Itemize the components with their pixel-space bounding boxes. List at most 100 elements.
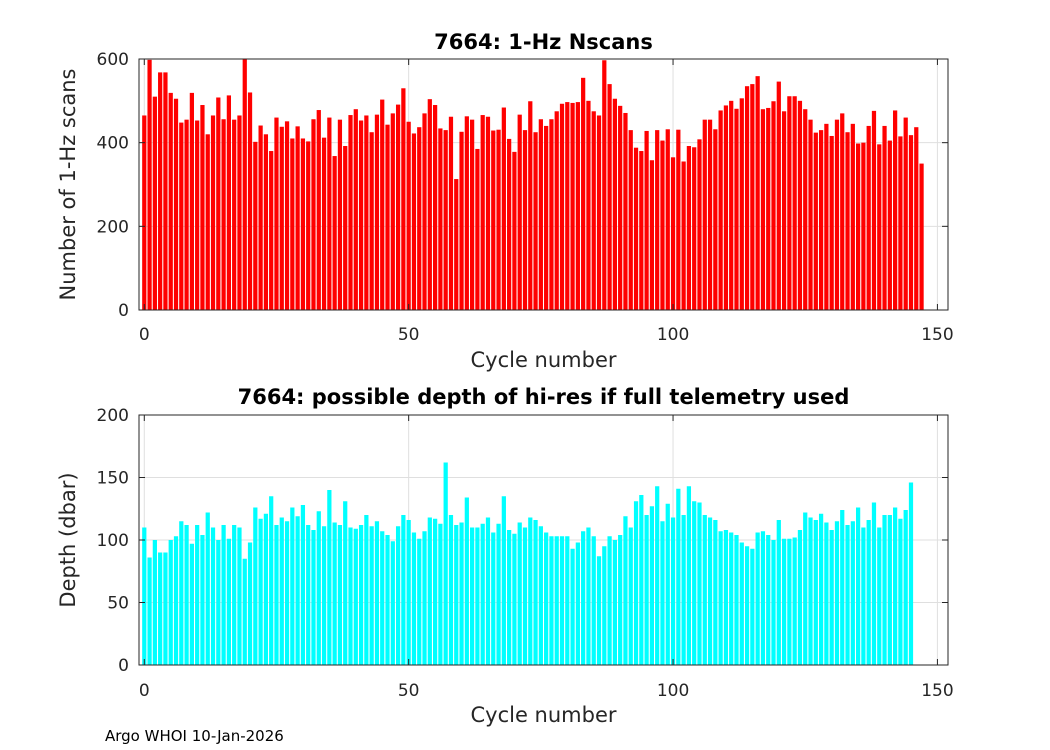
bar: [565, 536, 570, 665]
bar: [290, 138, 295, 310]
bar: [787, 538, 792, 665]
bar: [623, 516, 628, 665]
bar: [840, 113, 845, 310]
chart-title: 7664: possible depth of hi-res if full t…: [238, 385, 850, 409]
bar: [903, 117, 908, 310]
bar: [168, 540, 173, 665]
bar: [311, 119, 316, 311]
bar: [438, 523, 443, 665]
bar: [253, 141, 258, 310]
bar: [491, 130, 496, 310]
bar: [829, 135, 834, 310]
bar: [729, 532, 734, 665]
bar: [295, 516, 300, 665]
bar: [845, 132, 850, 310]
bar: [549, 536, 554, 665]
bar: [797, 100, 803, 310]
bar: [771, 101, 776, 310]
bar: [258, 125, 263, 311]
bar: [316, 511, 321, 665]
bar: [781, 538, 787, 665]
bar: [279, 126, 284, 311]
bar: [501, 107, 506, 310]
bar: [401, 515, 406, 665]
x-tick-label: 100: [657, 325, 689, 345]
y-tick-label: 600: [97, 50, 129, 70]
bar: [549, 119, 554, 311]
bar: [559, 536, 565, 665]
bar: [221, 119, 226, 311]
bar: [353, 109, 358, 310]
bar: [306, 141, 311, 310]
y-tick-label: 150: [97, 469, 129, 489]
bar: [221, 525, 226, 665]
bar: [686, 146, 692, 310]
bar: [390, 113, 395, 310]
bar: [485, 116, 491, 310]
bar: [856, 507, 861, 665]
bar: [744, 86, 750, 310]
bar: [374, 114, 380, 310]
bar: [507, 138, 512, 310]
bar: [707, 517, 713, 665]
x-tick-label: 50: [398, 325, 420, 345]
bar: [877, 144, 882, 310]
bar: [337, 525, 343, 665]
bar: [422, 113, 427, 310]
bar: [269, 496, 274, 665]
bar: [850, 521, 855, 665]
bar: [581, 77, 586, 310]
x-tick-label: 100: [657, 681, 689, 701]
bar: [179, 521, 184, 665]
bar: [607, 536, 612, 665]
bar: [808, 119, 813, 310]
bar: [327, 490, 332, 665]
bar: [152, 540, 157, 665]
bar: [586, 527, 591, 665]
plot-area: [139, 59, 948, 310]
bar: [760, 531, 766, 665]
bar: [417, 538, 422, 665]
bar: [655, 130, 660, 310]
bar: [454, 525, 459, 665]
bar: [755, 532, 760, 665]
bar: [475, 527, 480, 665]
y-tick-label: 200: [97, 406, 129, 426]
bar: [824, 522, 829, 665]
bar: [898, 136, 903, 310]
bar: [358, 525, 364, 665]
bar: [808, 517, 813, 665]
bar: [470, 119, 475, 310]
bar: [395, 104, 401, 310]
bar: [533, 132, 538, 310]
bar: [697, 139, 702, 310]
bar: [274, 525, 279, 665]
bar: [438, 128, 443, 310]
bar: [147, 59, 152, 311]
bar: [491, 532, 496, 665]
bar: [353, 528, 358, 665]
bar: [655, 486, 660, 665]
bar: [670, 157, 676, 310]
bar: [496, 129, 501, 310]
bar: [639, 495, 644, 665]
bar: [776, 520, 781, 665]
bar: [443, 462, 448, 665]
bar: [432, 105, 438, 311]
bar: [210, 115, 216, 310]
bar: [882, 125, 887, 311]
bar: [649, 506, 655, 665]
bar: [676, 488, 681, 665]
chart-depth: 0 50 100 150 0 50 100 150 200 7664: possible dept…: [56, 385, 954, 727]
bar: [163, 72, 168, 310]
bar: [813, 132, 818, 310]
bar: [517, 522, 522, 665]
bar: [274, 117, 279, 310]
bar: [173, 98, 179, 311]
bar: [612, 540, 617, 665]
bar: [448, 515, 454, 665]
bar: [528, 101, 533, 310]
bar: [544, 125, 549, 311]
bar: [464, 497, 469, 665]
bar: [660, 521, 665, 665]
